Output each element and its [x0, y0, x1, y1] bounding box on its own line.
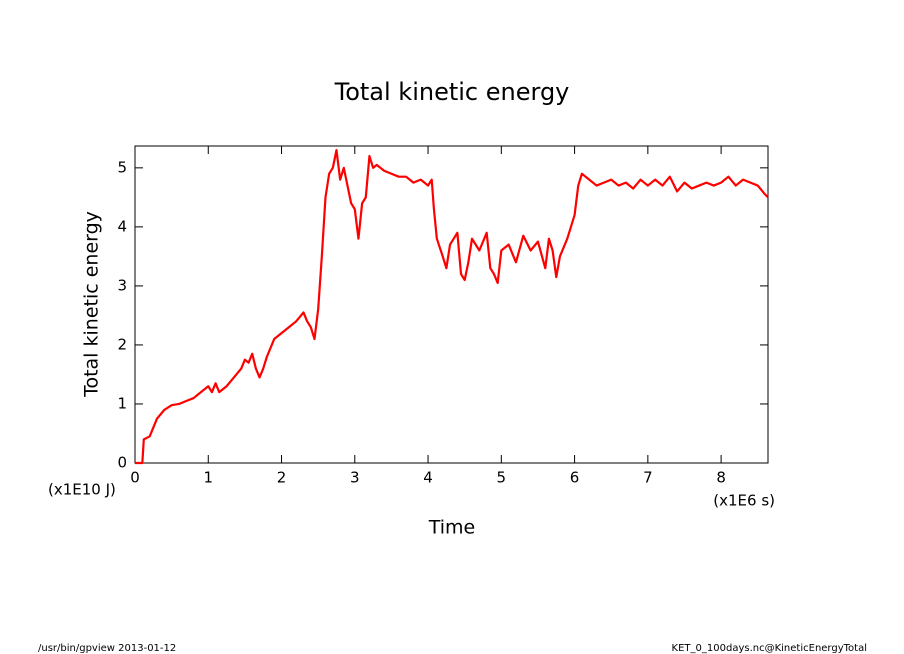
footer-left: /usr/bin/gpview 2013-01-12 — [38, 643, 176, 654]
y-tick-label: 5 — [117, 158, 127, 176]
data-line — [135, 149, 769, 465]
y-tick-label: 3 — [117, 276, 127, 294]
y-tick-label: 4 — [117, 217, 127, 235]
x-tick-label: 7 — [643, 469, 653, 487]
footer-right: KET_0_100days.nc@KineticEnergyTotal — [672, 643, 867, 654]
x-tick-label: 5 — [497, 469, 507, 487]
x-unit: (x1E6 s) — [713, 492, 775, 510]
y-axis-label: Total kinetic energy — [81, 211, 103, 398]
x-tick-label: 2 — [277, 469, 287, 487]
plot-frame — [134, 145, 769, 464]
chart-title: Total kinetic energy — [334, 78, 570, 106]
x-tick-label: 0 — [130, 469, 140, 487]
x-tick-label: 4 — [423, 469, 433, 487]
x-tick-label: 8 — [716, 469, 726, 487]
x-tick-label: 6 — [570, 469, 580, 487]
y-tick-label: 0 — [117, 454, 127, 472]
y-tick-label: 1 — [117, 394, 127, 412]
x-tick-label: 1 — [203, 469, 213, 487]
x-axis-label: Time — [428, 517, 476, 539]
x-tick-label: 3 — [350, 469, 360, 487]
y-unit: (x1E10 J) — [48, 481, 116, 499]
y-tick-label: 2 — [117, 335, 127, 353]
